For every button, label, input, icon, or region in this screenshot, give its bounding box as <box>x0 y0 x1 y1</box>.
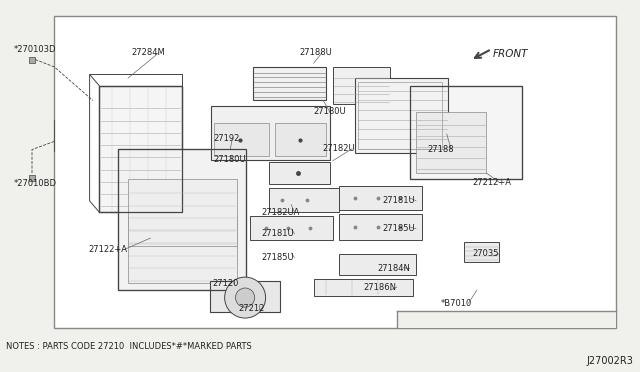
Text: 27188: 27188 <box>428 145 454 154</box>
Bar <box>333 67 390 104</box>
Bar <box>339 186 422 210</box>
Bar <box>358 82 442 149</box>
Circle shape <box>225 277 266 318</box>
Text: 27122+A: 27122+A <box>88 245 127 254</box>
Text: *27010BD: *27010BD <box>14 179 57 187</box>
Bar <box>54 16 616 328</box>
Text: J27002R3: J27002R3 <box>587 356 634 366</box>
Text: *B7010: *B7010 <box>440 299 472 308</box>
Bar <box>210 281 280 312</box>
Bar <box>118 149 246 290</box>
Text: 27181U: 27181U <box>261 229 294 238</box>
Text: 27284M: 27284M <box>131 48 165 57</box>
Bar <box>275 123 326 156</box>
Bar <box>253 67 326 100</box>
Bar <box>128 179 237 246</box>
Text: 27180U: 27180U <box>213 155 246 164</box>
Bar <box>410 86 522 179</box>
Text: 27192: 27192 <box>213 134 239 143</box>
Bar <box>269 188 339 212</box>
Bar <box>339 214 422 240</box>
Bar <box>250 216 333 240</box>
Text: 27212: 27212 <box>239 304 265 313</box>
Bar <box>99 86 182 212</box>
Circle shape <box>236 288 255 307</box>
Bar <box>99 86 182 212</box>
Bar <box>416 112 486 173</box>
Text: 27120: 27120 <box>212 279 239 288</box>
Text: 27185U: 27185U <box>261 253 294 262</box>
Text: 27181U: 27181U <box>383 196 415 205</box>
Bar <box>339 254 416 275</box>
Text: 27185U: 27185U <box>383 224 415 233</box>
Bar <box>118 149 246 290</box>
Text: 27184N: 27184N <box>378 264 410 273</box>
Text: 27212+A: 27212+A <box>472 178 511 187</box>
Text: *270103D: *270103D <box>14 45 56 54</box>
Text: FRONT: FRONT <box>493 49 528 58</box>
Bar <box>410 86 522 179</box>
Bar <box>211 106 330 160</box>
Bar <box>214 123 269 156</box>
Bar <box>464 242 499 262</box>
Text: 27182UA: 27182UA <box>261 208 300 217</box>
Bar <box>269 162 330 184</box>
Text: 27186N: 27186N <box>364 283 397 292</box>
Text: NOTES : PARTS CODE 27210  INCLUDES*#*MARKED PARTS: NOTES : PARTS CODE 27210 INCLUDES*#*MARK… <box>6 342 252 351</box>
Bar <box>355 78 448 153</box>
Text: 27188U: 27188U <box>300 48 332 57</box>
Text: 27035: 27035 <box>472 249 499 258</box>
Bar <box>314 279 413 296</box>
Bar <box>128 216 237 283</box>
Text: 27180U: 27180U <box>314 107 346 116</box>
Text: 27182U: 27182U <box>322 144 355 153</box>
Bar <box>397 311 616 328</box>
